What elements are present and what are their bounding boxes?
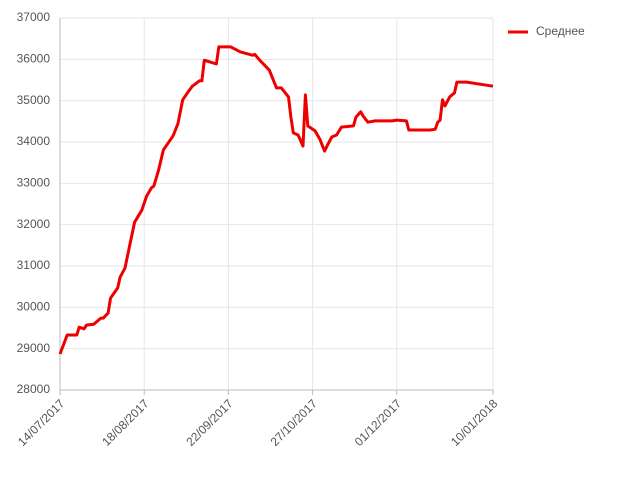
x-tick-label: 14/07/2017 xyxy=(15,396,68,449)
x-tick-label: 18/08/2017 xyxy=(99,396,152,449)
y-tick-label: 32000 xyxy=(17,217,51,231)
line xyxy=(58,45,494,355)
y-tick-label: 30000 xyxy=(17,300,51,314)
y-tick-label: 35000 xyxy=(17,93,51,107)
x-tick-label: 01/12/2017 xyxy=(352,396,405,449)
y-tick-label: 31000 xyxy=(17,258,51,272)
legend-label: Среднее xyxy=(536,24,585,38)
x-tick-label: 22/09/2017 xyxy=(183,396,236,449)
y-tick-label: 37000 xyxy=(17,10,51,24)
y-tick-label: 28000 xyxy=(17,382,51,396)
y-tick-label: 33000 xyxy=(17,176,51,190)
x-tick-label: 27/10/2017 xyxy=(268,396,321,449)
x-tick-label: 10/01/2018 xyxy=(448,396,501,449)
y-tick-label: 36000 xyxy=(17,52,51,66)
y-tick-label: 34000 xyxy=(17,134,51,148)
y-tick-label: 29000 xyxy=(17,341,51,355)
